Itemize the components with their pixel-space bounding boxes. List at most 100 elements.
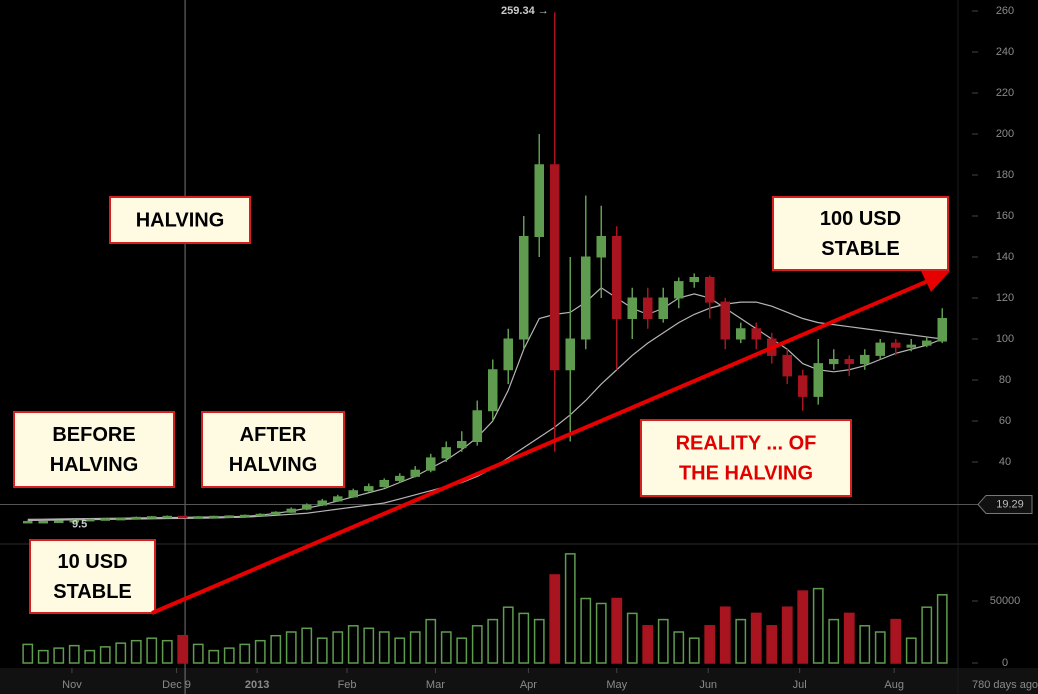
candle-body — [890, 342, 901, 348]
candle-body — [239, 514, 250, 518]
candle-body — [115, 517, 126, 521]
candle-body — [38, 520, 49, 524]
arrow-head — [921, 271, 950, 292]
candle-body — [906, 344, 917, 348]
volume-bar — [921, 606, 933, 664]
candle-body — [627, 297, 638, 319]
candle-body — [255, 513, 266, 517]
y-tick-label: 260 — [996, 5, 1014, 17]
annotation-text: STABLE — [821, 238, 900, 260]
volume-bar — [37, 649, 49, 664]
volume-bar — [22, 643, 34, 664]
volume-bar — [440, 631, 452, 664]
x-tick-label: Jul — [793, 679, 807, 691]
candle-body — [503, 338, 514, 371]
candle-body — [224, 515, 235, 518]
candle-body — [162, 515, 173, 519]
candle-body — [518, 236, 529, 340]
y-tick-label: 160 — [996, 210, 1014, 222]
volume-bar — [254, 639, 266, 664]
annotation-box — [772, 196, 949, 271]
volume-bar — [53, 647, 65, 664]
candle-body — [642, 297, 653, 319]
volume-bar — [533, 618, 545, 664]
annotation-text: HALVING — [136, 209, 225, 231]
candle-body — [844, 359, 855, 365]
x-tick-label: Jun — [699, 679, 717, 691]
volume-bar — [456, 637, 468, 664]
annotation-box — [13, 411, 175, 488]
candle-body — [53, 520, 64, 524]
candle-body — [317, 500, 328, 506]
candle-body — [425, 457, 436, 471]
candle-body — [828, 359, 839, 365]
y-tick-label: 220 — [996, 87, 1014, 99]
volume-bar — [735, 618, 747, 664]
volume-bar — [704, 625, 716, 664]
volume-bar — [130, 639, 142, 664]
candle-body — [751, 328, 762, 340]
volume-bar — [843, 612, 855, 664]
y-tick-label: 200 — [996, 128, 1014, 140]
y-tick-label: 180 — [996, 169, 1014, 181]
candle-body — [921, 340, 932, 346]
x-tick-label: Nov — [62, 679, 82, 691]
volume-bar — [657, 618, 669, 664]
volume-tick-label: 0 — [1002, 657, 1008, 669]
candle-body — [580, 256, 591, 340]
volume-bar — [688, 637, 700, 664]
candle-body — [22, 520, 33, 524]
low-marker: 9.5 — [72, 518, 87, 530]
candle-body — [193, 516, 204, 519]
volume-bar — [642, 625, 654, 664]
y-tick-label: 140 — [996, 251, 1014, 263]
candle-body — [84, 518, 95, 522]
candle-body — [782, 354, 793, 377]
arrow-line — [151, 279, 929, 615]
candle-body — [673, 281, 684, 299]
volume-bar — [115, 642, 127, 664]
candle-body — [534, 164, 545, 237]
candle-body — [208, 515, 219, 519]
y-tick-label: 240 — [996, 46, 1014, 58]
annotation-box — [640, 419, 852, 497]
candle-body — [301, 504, 312, 510]
candle-body — [379, 479, 390, 488]
annotation-box — [201, 411, 345, 488]
volume-bar — [905, 637, 917, 664]
volume-bar — [363, 627, 375, 664]
annotation-text: REALITY ... OF — [676, 432, 817, 454]
candle-body — [456, 441, 467, 449]
candle-body — [363, 486, 374, 492]
annotation-text: 100 USD — [820, 208, 901, 230]
candle-body — [937, 318, 948, 342]
volume-bar — [301, 627, 313, 664]
volume-bar — [99, 646, 111, 664]
candle-body — [487, 369, 498, 412]
candle-body — [441, 447, 452, 459]
x-tick-label: Feb — [338, 679, 357, 691]
volume-bar — [595, 602, 607, 664]
candle-body — [658, 297, 669, 319]
candle-body — [611, 236, 622, 319]
volume-bar — [332, 631, 344, 664]
time-axis-strip — [0, 668, 1038, 694]
volume-bar — [146, 637, 158, 664]
footer-note: 780 days ago — [972, 679, 1038, 691]
candle-body — [348, 490, 359, 498]
y-tick-label: 40 — [999, 456, 1011, 468]
volume-bar — [316, 637, 328, 664]
volume-bar — [471, 625, 483, 664]
volume-bar — [223, 647, 235, 664]
volume-bar — [874, 631, 886, 664]
volume-bar — [719, 606, 731, 664]
candle-body — [875, 342, 886, 356]
annotation-box — [29, 539, 156, 614]
volume-bar — [177, 634, 189, 664]
annotation-text: AFTER — [240, 424, 307, 446]
annotation-box — [109, 196, 251, 244]
high-marker: 259.34 → — [501, 5, 549, 17]
candle-body — [720, 301, 731, 340]
